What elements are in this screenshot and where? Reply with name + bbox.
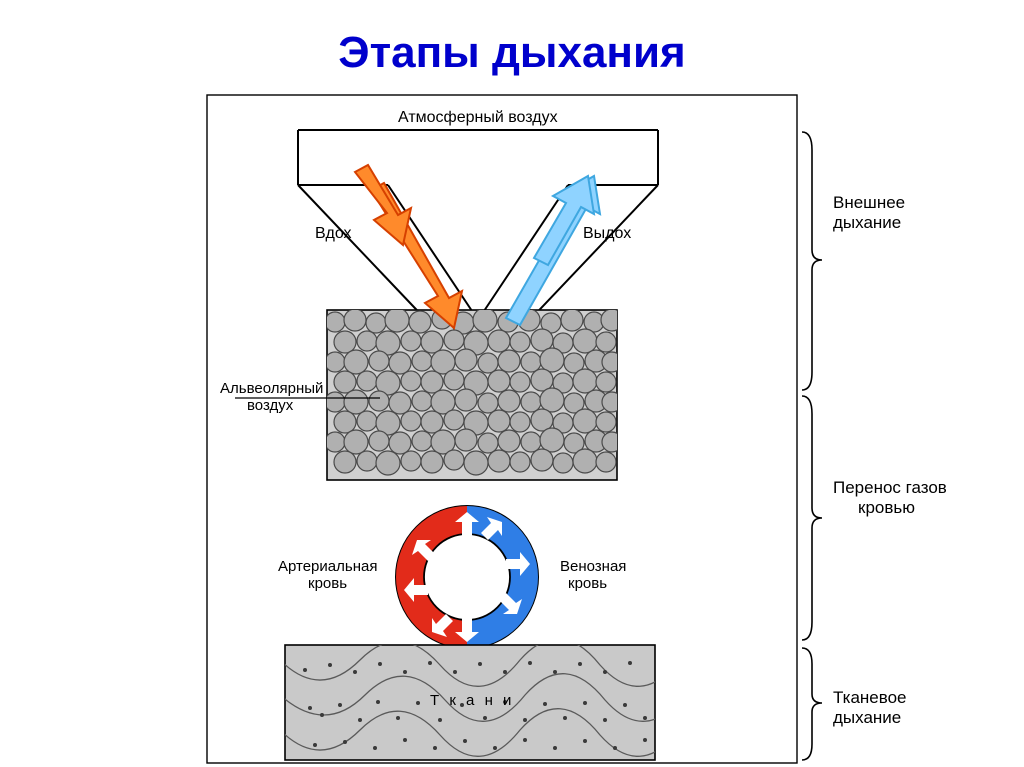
exhale-arrow-icon [506, 176, 600, 325]
stage3b-label: дыхание [833, 708, 901, 728]
stage2-label: Перенос газов [833, 478, 947, 498]
blood-ring-icon [396, 506, 538, 648]
stage1b-label: дыхание [833, 213, 901, 233]
venous-blood-label: кровь [568, 575, 607, 592]
alveolar-label-2: воздух [247, 397, 293, 414]
tissues-label: Т к а н и [430, 692, 514, 709]
exhale-label: Выдох [583, 225, 631, 243]
stage3-label: Тканевое [833, 688, 907, 708]
venous-label: Венозная [560, 558, 626, 575]
stage: Этапы дыхания [0, 0, 1024, 767]
stage1-label: Внешнее [833, 193, 905, 213]
arterial-blood-label: кровь [308, 575, 347, 592]
inhale-arrow-icon [355, 165, 462, 328]
arterial-label: Артериальная [278, 558, 377, 575]
stage2b-label: кровью [858, 498, 915, 518]
inhale-label: Вдох [315, 225, 352, 243]
alveolar-label-1: Альвеолярный [220, 380, 323, 397]
atm-air-label: Атмосферный воздух [398, 109, 558, 127]
